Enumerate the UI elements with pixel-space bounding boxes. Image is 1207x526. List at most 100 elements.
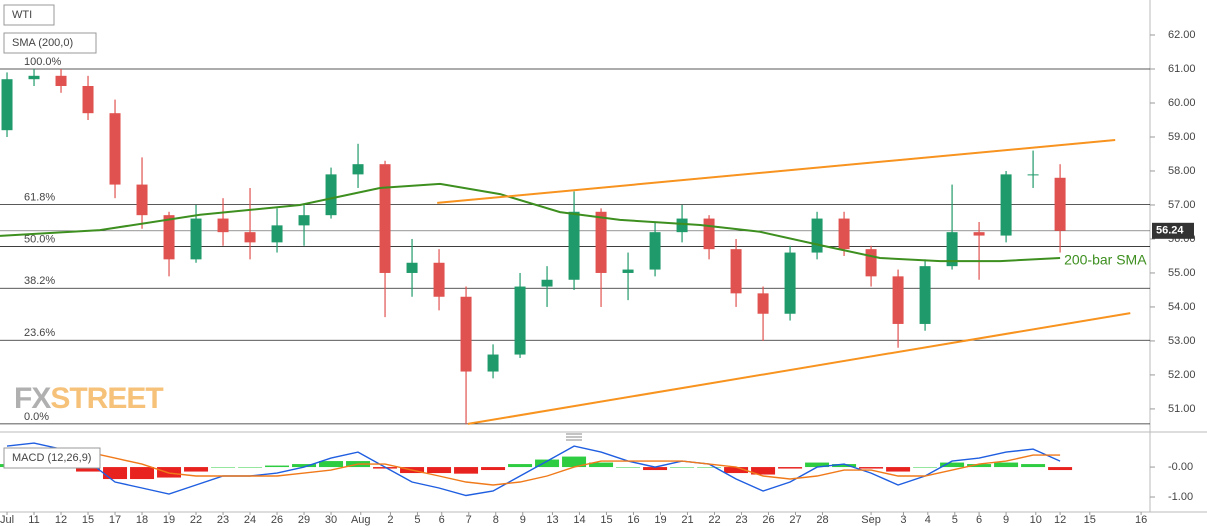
fib-label: 0.0% [24,411,49,423]
candle-body [1027,174,1039,176]
x-tick-label: 7 [466,514,472,526]
x-tick-label: 27 [789,514,801,526]
candle-body [541,279,553,287]
candle-body [1000,174,1012,236]
macd-label: MACD (12,26,9) [12,452,91,464]
candle-body [595,211,607,273]
histogram-bar [211,467,236,468]
histogram-bar [508,464,533,468]
candle-body [406,262,418,273]
candle-body [919,266,931,324]
x-tick-label: 4 [925,514,931,526]
x-tick-label: 22 [708,514,720,526]
candle-body [568,211,580,280]
histogram-bar [724,467,749,474]
x-tick-label: Sep [861,514,881,526]
x-tick-label: 15 [82,514,94,526]
x-tick-label: 19 [163,514,175,526]
y-tick-label: 62.00 [1168,29,1196,41]
histogram-bar [967,464,992,468]
histogram-bar [1048,467,1073,471]
histogram-bar [778,467,803,469]
histogram-bar [859,467,884,469]
x-tick-label: 28 [816,514,828,526]
histogram-bar [535,459,560,468]
x-tick-label: 8 [493,514,499,526]
fib-label: 100.0% [24,56,62,68]
histogram-bar [427,467,452,474]
candle-body [460,296,472,372]
candle-body [379,164,391,273]
candle-body [217,218,229,233]
histogram-bar [832,464,857,468]
candle-body [946,232,958,267]
candle-body [244,232,256,243]
histogram-bar [670,467,695,468]
y-tick-label: 57.00 [1168,199,1196,211]
candle-body [757,293,769,314]
histogram-bar [481,467,506,471]
candle-body [865,249,877,277]
candle-body [649,232,661,270]
x-tick-label: 26 [762,514,774,526]
candle-body [163,215,175,260]
histogram-bar [589,462,614,468]
x-tick-label: 10 [1030,514,1042,526]
candle-body [1054,177,1066,231]
macd-line [6,448,1061,486]
candle-body [838,218,850,250]
candle-body [487,354,499,372]
x-tick-label: 14 [573,514,585,526]
candle-body [622,269,634,273]
x-tick-label: 2 [387,514,393,526]
x-tick-label: 16 [1135,514,1147,526]
y-tick-label: 58.00 [1168,165,1196,177]
histogram-bar [157,467,182,478]
x-tick-label: 17 [109,514,121,526]
candle-body [811,218,823,253]
candle-body [109,113,121,185]
histogram-bar [994,462,1019,468]
x-tick-label: 15 [600,514,612,526]
y-tick-label: -1.00 [1168,491,1193,503]
macd-line [6,442,1061,497]
x-tick-label: 29 [298,514,310,526]
watermark-fx: FX [14,382,51,415]
histogram-bar [940,462,965,468]
y-tick-label: 54.00 [1168,301,1196,313]
histogram-bar [751,467,776,475]
candle-body [325,174,337,216]
x-tick-label: 30 [325,514,337,526]
y-tick-label: 51.00 [1168,403,1196,415]
x-tick-label: 19 [654,514,666,526]
fib-label: 38.2% [24,275,55,287]
histogram-bar [238,467,263,468]
x-tick-label: 11 [28,514,39,526]
y-tick-label: 60.00 [1168,97,1196,109]
histogram-bar [103,467,128,480]
histogram-bar [130,467,155,480]
y-tick-label: -0.00 [1168,461,1193,473]
candle-body [892,276,904,324]
trendline [467,312,1131,425]
x-tick-label: 15 [1084,514,1096,526]
histogram-bar [697,467,722,468]
x-tick-label: 23 [735,514,747,526]
histogram-bar [319,461,344,468]
x-tick-label: 9 [1003,514,1009,526]
candle-body [514,286,526,355]
plot-area: 51.0052.0053.0054.0055.0056.0057.0058.00… [0,29,1196,526]
x-tick-label: 5 [414,514,420,526]
watermark: FXSTREET [14,382,163,415]
x-tick-label: Aug [351,514,371,526]
x-tick-label: 3 [900,514,906,526]
candle-body [55,75,67,86]
candle-body [82,86,94,114]
y-tick-label: 59.00 [1168,131,1196,143]
x-tick-label: 12 [1054,514,1066,526]
candle-body [190,218,202,260]
watermark-street: STREET [50,382,163,415]
histogram-bar [886,467,911,472]
histogram-bar [292,464,317,468]
x-tick-label: Jul [0,514,14,526]
